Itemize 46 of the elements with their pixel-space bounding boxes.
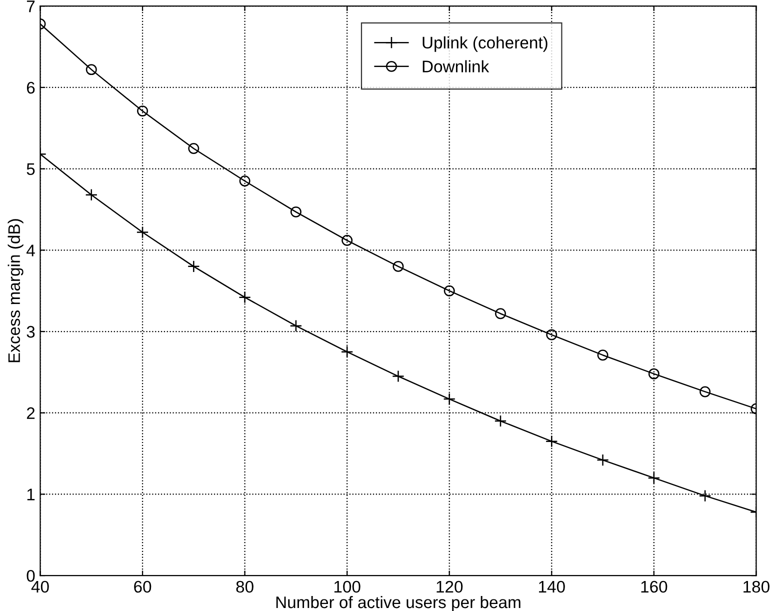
point [290,206,302,218]
point [187,260,200,273]
y-tick-label: 5 [26,163,35,176]
x-tick-label: 80 [236,580,254,593]
point [444,285,455,296]
y-axis-title: Excess margin (dB) [8,219,24,362]
point [137,106,148,117]
point [648,368,660,380]
point [239,176,250,186]
y-tick-label: 7 [26,0,35,12]
y-tick-label: 4 [26,244,35,256]
x-tick-label: 120 [436,580,463,593]
point [494,414,507,428]
y-tick-label: 1 [27,488,35,500]
y-tick-label: 3 [26,326,35,338]
point [136,226,149,238]
point [238,291,251,304]
point [188,142,200,154]
x-axis-title: Number of active users per beam [276,596,520,611]
point [392,260,404,272]
point [290,320,302,332]
point [495,308,506,320]
y-tick-label: 0 [26,570,35,582]
x-tick-label: 160 [641,580,668,593]
x-tick-label: 40 [31,580,49,593]
point [340,346,354,358]
point [597,350,608,361]
x-tick-label: 60 [134,580,152,593]
legend-label: Downlink [422,60,490,72]
point [342,234,353,246]
point [85,188,98,202]
point [443,392,456,406]
point [545,435,558,448]
x-tick-label: 140 [539,580,565,593]
y-tick-label: 2 [26,407,35,419]
y-tick-label: 6 [26,82,35,94]
x-tick-label: 100 [334,580,360,593]
point [86,64,97,76]
point [700,386,711,398]
x-tick-label: 180 [744,580,770,593]
point [392,370,404,382]
point [596,454,609,466]
point [546,329,558,340]
point [698,490,712,502]
legend-label: Uplink (coherent) [422,36,548,52]
point [648,472,660,484]
